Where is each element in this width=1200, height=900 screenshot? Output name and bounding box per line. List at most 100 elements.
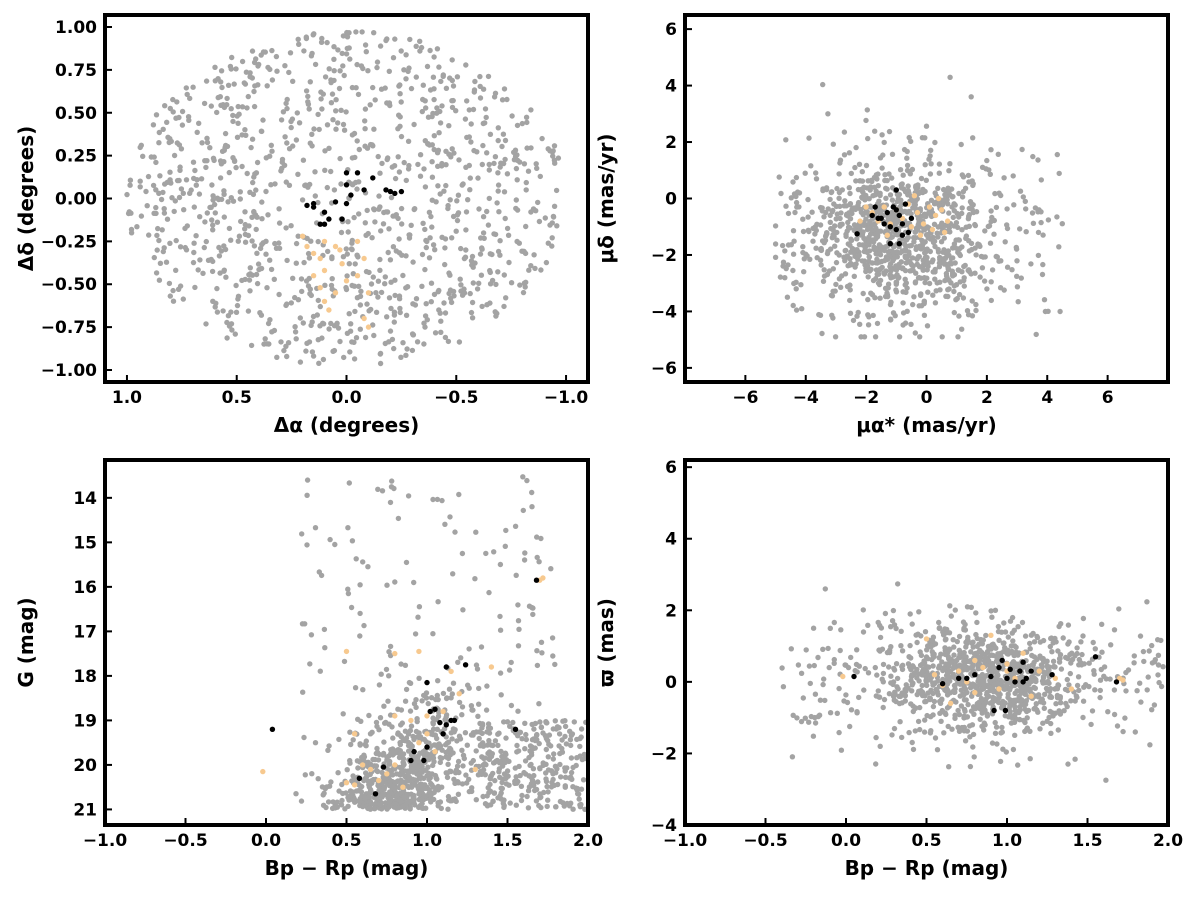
field-point [995, 623, 1002, 630]
field-point [367, 771, 373, 778]
field-point [173, 267, 179, 273]
field-point [935, 185, 941, 191]
field-point [932, 190, 938, 196]
field-point [1062, 686, 1069, 693]
field-point [382, 274, 388, 280]
x-tick-label: −6 [732, 388, 758, 408]
field-point [968, 240, 975, 247]
field-point [951, 288, 957, 295]
field-point [338, 802, 345, 808]
field-point [991, 677, 998, 684]
field-point [948, 659, 954, 665]
field-point [170, 287, 176, 294]
field-point [554, 724, 561, 730]
field-point [776, 174, 782, 180]
field-point [469, 315, 476, 321]
field-point [404, 346, 410, 352]
field-point [391, 319, 397, 325]
field-point [450, 680, 457, 686]
field-point [964, 637, 971, 643]
field-point [877, 295, 883, 301]
field-point [888, 680, 894, 686]
field-point [201, 244, 207, 251]
field-point [510, 719, 516, 726]
field-point [847, 310, 854, 316]
candidates-point [972, 657, 978, 664]
field-point [911, 201, 917, 208]
field-point [884, 177, 890, 184]
field-point [242, 239, 249, 245]
field-point [818, 262, 824, 268]
field-point [968, 94, 974, 100]
field-point [922, 717, 928, 723]
field-point [848, 237, 855, 243]
field-point [435, 147, 442, 153]
field-point [845, 219, 851, 226]
field-point [1005, 691, 1011, 697]
field-point [927, 677, 933, 683]
field-point [375, 782, 381, 789]
field-point [273, 245, 280, 251]
field-point [303, 278, 310, 284]
field-point [909, 682, 915, 688]
field-point [894, 684, 900, 690]
field-point [390, 735, 396, 741]
field-point [392, 579, 398, 585]
field-point [228, 106, 234, 112]
field-point [503, 527, 509, 534]
field-point [860, 229, 866, 235]
field-point [430, 762, 436, 769]
field-point [476, 685, 482, 692]
field-point [395, 706, 401, 712]
candidates-point [988, 632, 994, 638]
candidates-point [920, 221, 927, 227]
field-point [798, 718, 805, 725]
field-point [827, 196, 833, 203]
field-point [951, 283, 957, 289]
field-point [295, 171, 301, 177]
field-point [800, 695, 806, 701]
field-point [901, 146, 908, 153]
field-point [497, 774, 503, 780]
field-point [1049, 649, 1055, 655]
field-point [924, 647, 930, 653]
field-point [844, 228, 850, 234]
field-point [908, 260, 914, 267]
field-point [214, 309, 221, 315]
field-point [343, 51, 350, 57]
field-point [523, 223, 529, 230]
field-point [886, 664, 892, 670]
field-point [918, 633, 924, 639]
field-point [880, 152, 886, 158]
field-point [485, 222, 492, 228]
candidates-point [408, 717, 414, 724]
field-point [1034, 634, 1041, 641]
candidates-point [376, 777, 382, 784]
field-point [430, 784, 436, 790]
field-point [1018, 673, 1025, 680]
field-point [1027, 756, 1033, 762]
field-point [919, 689, 926, 695]
field-point [988, 218, 994, 225]
field-point [951, 644, 957, 650]
field-point [351, 214, 357, 221]
field-point [463, 164, 469, 170]
field-point [961, 653, 967, 659]
field-point [857, 321, 863, 327]
field-point [905, 183, 911, 189]
field-point [517, 282, 523, 288]
field-point [417, 48, 423, 54]
field-point [959, 194, 966, 200]
field-point [960, 619, 967, 625]
field-point [972, 222, 979, 229]
field-point [817, 222, 824, 228]
field-point [889, 175, 895, 181]
field-point [968, 271, 974, 277]
field-point [563, 741, 570, 747]
field-point [1032, 685, 1039, 691]
field-point [482, 772, 488, 778]
field-point [219, 148, 226, 154]
field-point [426, 776, 432, 783]
field-point [497, 561, 504, 568]
field-point [411, 579, 417, 586]
